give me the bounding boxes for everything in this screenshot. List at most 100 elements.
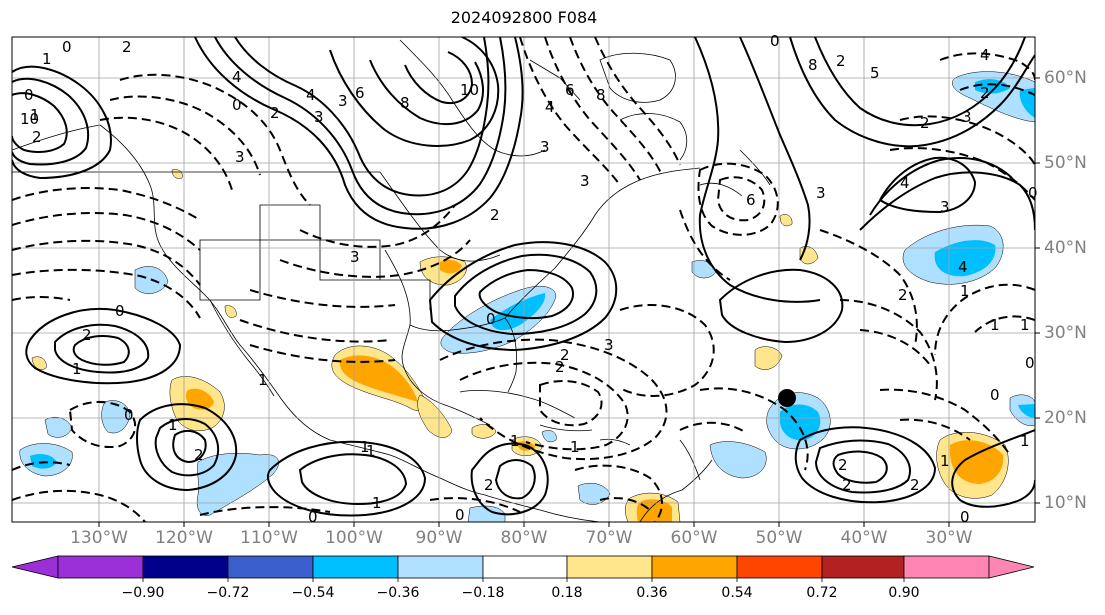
contour-label: 1 (960, 282, 970, 300)
contour-label: 2 (490, 206, 500, 224)
contour-label: 2 (836, 52, 846, 70)
colorbar (11, 555, 1035, 582)
lon-label: 130°W (70, 528, 128, 548)
contour-label: 2 (838, 456, 848, 474)
contour-label: 1 (30, 106, 40, 124)
contour-label: 1 (72, 360, 82, 378)
contour-label: 8 (596, 86, 606, 104)
lon-label: 50°W (755, 528, 803, 548)
contour-labels: 0 2 1 4 10 6 8 3 0 2 3 4 0 1 2 6 4 8 10 … (20, 32, 1038, 526)
contour-label: 0 (990, 386, 1000, 404)
lon-label: 80°W (500, 528, 548, 548)
contour-label: 1 (1020, 316, 1030, 334)
colorbar-cell (227, 555, 314, 579)
lon-label: 40°W (840, 528, 888, 548)
lat-label: 60°N (1044, 68, 1087, 88)
colorbar-tick-label: 0.54 (721, 585, 753, 601)
contour-label: 1 (168, 416, 178, 434)
contour-label: 1 (258, 371, 268, 389)
contour-label: 0 (308, 508, 318, 526)
colorbar-cell (482, 555, 568, 579)
contour-label: 0 (1025, 354, 1035, 372)
contour-label: 3 (314, 108, 324, 126)
contour-label: 0 (486, 310, 496, 328)
contour-label: 1 (1020, 432, 1030, 450)
contour-label: 4 (980, 46, 990, 64)
lat-label: 20°N (1044, 408, 1087, 428)
contour-label: 2 (920, 114, 930, 132)
contour-label: 6 (746, 191, 756, 209)
colorbar-tick-label: 0.36 (636, 585, 668, 601)
colorbar-tick-label: −0.54 (291, 585, 335, 601)
lon-label: 100°W (325, 528, 383, 548)
contour-label: 8 (400, 94, 410, 112)
contour-label: 1 (510, 432, 520, 450)
contour-label: 6 (355, 84, 365, 102)
contour-label: 0 (62, 38, 72, 56)
contour-label: 3 (604, 336, 614, 354)
colorbar-tick-label: 0.18 (551, 585, 583, 601)
contour-label: 4 (900, 174, 910, 192)
contour-label: 0 (770, 32, 780, 50)
colorbar-cell (11, 555, 59, 579)
contour-label: 2 (555, 358, 565, 376)
lon-label: 60°W (670, 528, 718, 548)
contour-label: 0 (232, 96, 242, 114)
contour-label: 1 (570, 438, 580, 456)
colorbar-cell (312, 555, 399, 579)
colorbar-cell (903, 555, 990, 579)
contour-label: 3 (940, 198, 950, 216)
colorbar-cell (988, 555, 1035, 579)
contour-label: 2 (270, 104, 280, 122)
colorbar-cell (736, 555, 823, 579)
dashed-contours (12, 37, 1035, 522)
lat-label: 40°N (1044, 238, 1087, 258)
contour-label: 8 (808, 56, 818, 74)
contour-label: 2 (194, 446, 204, 464)
contour-label: 0 (455, 506, 465, 524)
contour-label: 0 (115, 302, 125, 320)
colorbar-cell (142, 555, 229, 579)
contour-label: 3 (962, 108, 972, 126)
storm-marker (778, 389, 796, 407)
lat-label: 10°N (1044, 493, 1087, 513)
colorbar-tick-label: −0.18 (461, 585, 505, 601)
contour-label: 4 (232, 68, 242, 86)
contour-label: 1 (360, 438, 370, 456)
contour-label: 2 (32, 128, 42, 146)
colorbar-tick-label: −0.90 (121, 585, 165, 601)
contour-label: 3 (338, 92, 348, 110)
contour-label: 3 (235, 148, 245, 166)
colorbar-cell (566, 555, 653, 579)
contour-label: 10 (460, 81, 479, 99)
lon-label: 90°W (415, 528, 463, 548)
coastlines (12, 39, 771, 522)
axis-ticks (98, 77, 1040, 527)
contour-label: 3 (350, 248, 360, 266)
contour-label: 2 (122, 38, 132, 56)
contour-label: 1 (372, 494, 382, 512)
colorbar-cell (397, 555, 484, 579)
lat-label: 50°N (1044, 153, 1087, 173)
contour-label: 6 (565, 81, 575, 99)
lon-label: 120°W (155, 528, 213, 548)
contour-label: 0 (1028, 184, 1038, 202)
contour-label: 3 (540, 138, 550, 156)
contour-label: 3 (816, 184, 826, 202)
colorbar-tick-label: 0.72 (806, 585, 838, 601)
contour-label: 10 (20, 110, 39, 128)
contour-label: 4 (545, 98, 555, 116)
contour-label: 2 (898, 286, 908, 304)
colorbar-tick-label: −0.72 (206, 585, 250, 601)
contour-label: 1 (366, 442, 376, 460)
contour-label: 1 (42, 50, 52, 68)
contour-label: 3 (580, 172, 590, 190)
colorbar-cell (57, 555, 144, 579)
contour-label: 0 (124, 406, 134, 424)
lon-label: 70°W (585, 528, 633, 548)
contour-label: 1 (990, 316, 1000, 334)
contour-label: 2 (910, 476, 920, 494)
colorbar-tick-label: 0.90 (888, 585, 920, 601)
contour-label: 5 (870, 64, 880, 82)
